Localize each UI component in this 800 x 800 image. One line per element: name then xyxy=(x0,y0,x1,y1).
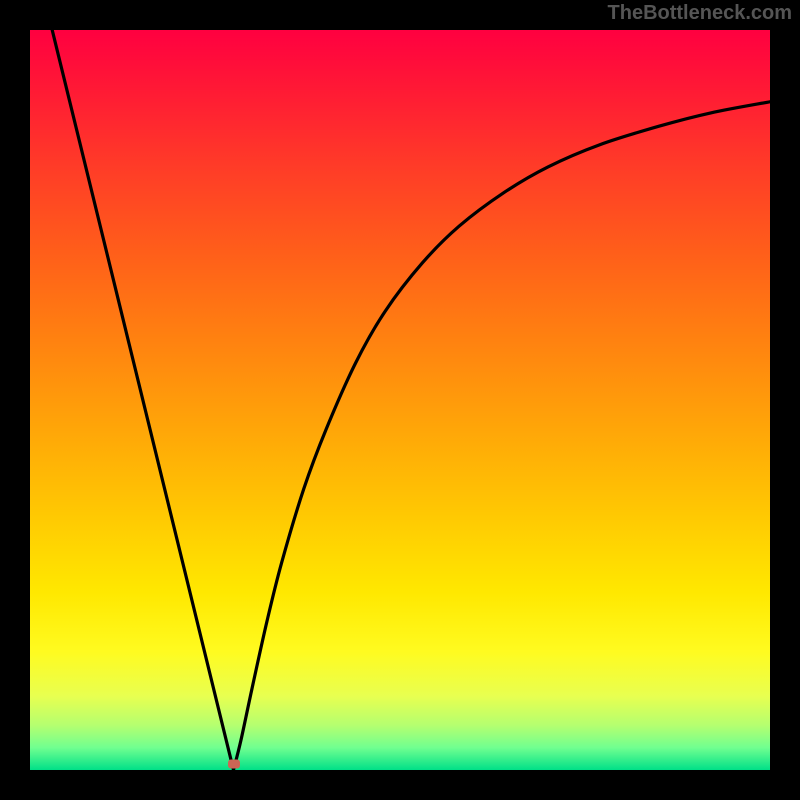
curve-svg xyxy=(30,30,770,770)
bottleneck-curve xyxy=(52,30,770,770)
chart-container: TheBottleneck.com xyxy=(0,0,800,800)
minimum-marker xyxy=(228,760,240,769)
watermark-text: TheBottleneck.com xyxy=(608,2,792,25)
plot-area xyxy=(30,30,770,770)
